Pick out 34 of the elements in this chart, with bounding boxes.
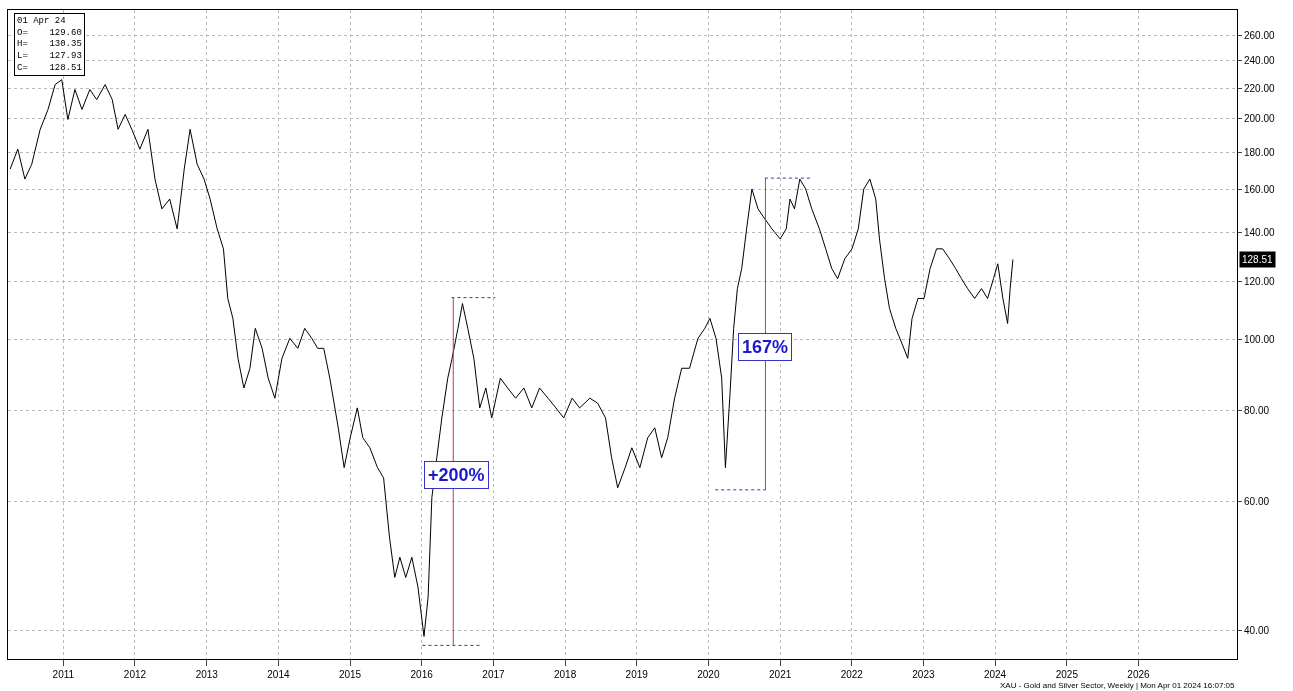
x-tick-label: 2026: [1127, 669, 1151, 680]
x-tick-label: 2014: [267, 669, 290, 680]
y-tick-label: 60.00: [1244, 496, 1270, 508]
y-tick-label: 180.00: [1244, 146, 1276, 158]
y-tick-label: 120.00: [1244, 275, 1276, 287]
x-tick-label: 2022: [840, 669, 864, 680]
x-tick-label: 2013: [195, 669, 219, 680]
text: XAU - Gold and Silver Sector, Weekly | Mon Apr 01 2024 16:07:05: [1000, 681, 1236, 690]
x-tick-label: 2020: [697, 669, 720, 680]
x-tick-label: 2012: [123, 669, 147, 680]
y-tick-label: 160.00: [1244, 184, 1276, 196]
y-tick-label: 260.00: [1244, 29, 1276, 41]
x-tick-label: 2024: [983, 669, 1007, 680]
y-tick-label: 140.00: [1244, 226, 1276, 238]
y-tick-label: 220.00: [1244, 83, 1276, 95]
annotation: 167%: [742, 337, 789, 357]
annotation: 01 Apr 24 O= 129.60 H= 130.35 L= 127.93 C= 128.51: [17, 16, 82, 73]
y-tick-label: 80.00: [1244, 404, 1270, 416]
x-tick-label: 2011: [52, 669, 75, 680]
line-series: [9, 79, 1014, 637]
x-tick-label: 2015: [338, 669, 362, 680]
x-tick-label: 2021: [769, 669, 792, 680]
y-tick-label: 200.00: [1244, 113, 1276, 125]
y-tick-label: 100.00: [1244, 333, 1276, 345]
annotation: +200%: [428, 465, 485, 485]
y-tick-label: 40.00: [1244, 625, 1270, 637]
y-tick-label: 240.00: [1244, 55, 1276, 67]
x-tick-label: 2018: [553, 669, 577, 680]
x-tick-label: 2019: [625, 669, 649, 680]
text: 128.51: [1242, 254, 1274, 265]
x-tick-label: 2025: [1055, 669, 1079, 680]
x-tick-label: 2023: [912, 669, 935, 680]
x-tick-label: 2016: [410, 669, 434, 680]
x-tick-label: 2017: [482, 669, 506, 680]
